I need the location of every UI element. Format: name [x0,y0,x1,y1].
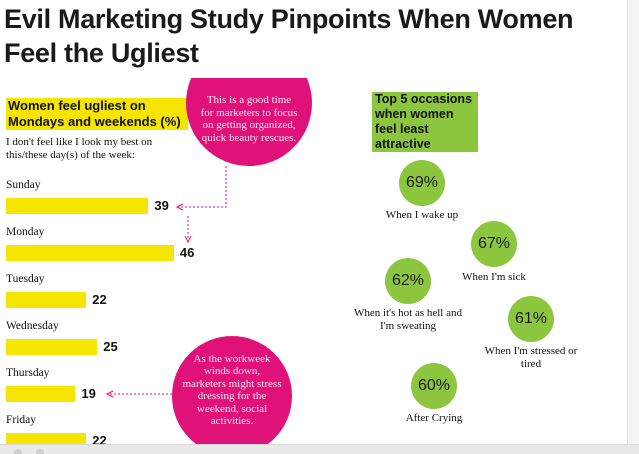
day-bar [6,292,87,308]
callout-top-text: This is a good time for marketers to foc… [200,94,298,144]
vertical-scroll-gutter[interactable] [627,0,639,454]
connector-sunday [178,166,227,208]
day-bar [6,386,76,402]
toolbar-dot-icon[interactable] [36,449,44,454]
day-bar [6,198,149,214]
occasion-percent-circle: 60% [411,363,457,409]
occasion-label: After Crying [405,412,463,424]
day-label: Tuesday [6,273,45,285]
article-headline: Evil Marketing Study Pinpoints When Wome… [4,4,574,68]
callout-bubble-bottom: As the workweek winds down, marketers mi… [172,336,292,444]
callout-bubble-top: This is a good time for marketers to foc… [186,78,312,166]
occasions-title: Top 5 occasions when women feel least at… [372,92,478,152]
arrow-thursday [105,390,114,398]
occasion-label: When I'm sick [462,271,526,283]
occasion-percent-circle: 67% [471,221,517,267]
day-bar [6,339,98,355]
days-chart-subtitle: I don't feel like I look my best on this… [6,136,153,161]
day-bar-value: 22 [92,433,107,444]
day-bar-value: 46 [179,245,195,260]
occasions-title-text: Top 5 occasions when women feel least at… [372,92,478,152]
day-bar-value: 25 [103,339,118,354]
day-bar [6,433,87,444]
day-label: Friday [6,414,37,426]
day-label: Sunday [6,179,41,191]
occasion-label: When I wake up [385,209,459,221]
days-chart-title: Women feel ugliest on Mondays and weeken… [6,98,188,130]
day-bar [6,245,174,261]
callout-bottom-text: As the workweek winds down, marketers mi… [182,352,282,428]
day-bar-value: 19 [81,386,96,401]
day-label: Thursday [6,367,50,379]
occasion-percent-circle: 61% [508,296,554,342]
occasion-label: When it's hot as hell and I'm sweating [354,307,462,332]
infographic: Women feel ugliest on Mondays and weeken… [0,78,627,444]
occasion-label: When I'm stressed or tired [484,345,578,370]
day-label: Monday [6,226,45,238]
toolbar-dot-icon[interactable] [14,449,22,454]
occasion-percent-circle: 69% [399,160,445,206]
arrow-monday [184,235,192,244]
day-bar-value: 39 [154,198,169,213]
arrow-sunday [175,203,184,211]
days-chart-title-text: Women feel ugliest on Mondays and weeken… [6,98,188,130]
day-label: Wednesday [6,320,59,332]
occasion-percent-circle: 62% [385,258,431,304]
day-bar-value: 22 [92,292,107,307]
bottom-toolbar [0,444,639,454]
